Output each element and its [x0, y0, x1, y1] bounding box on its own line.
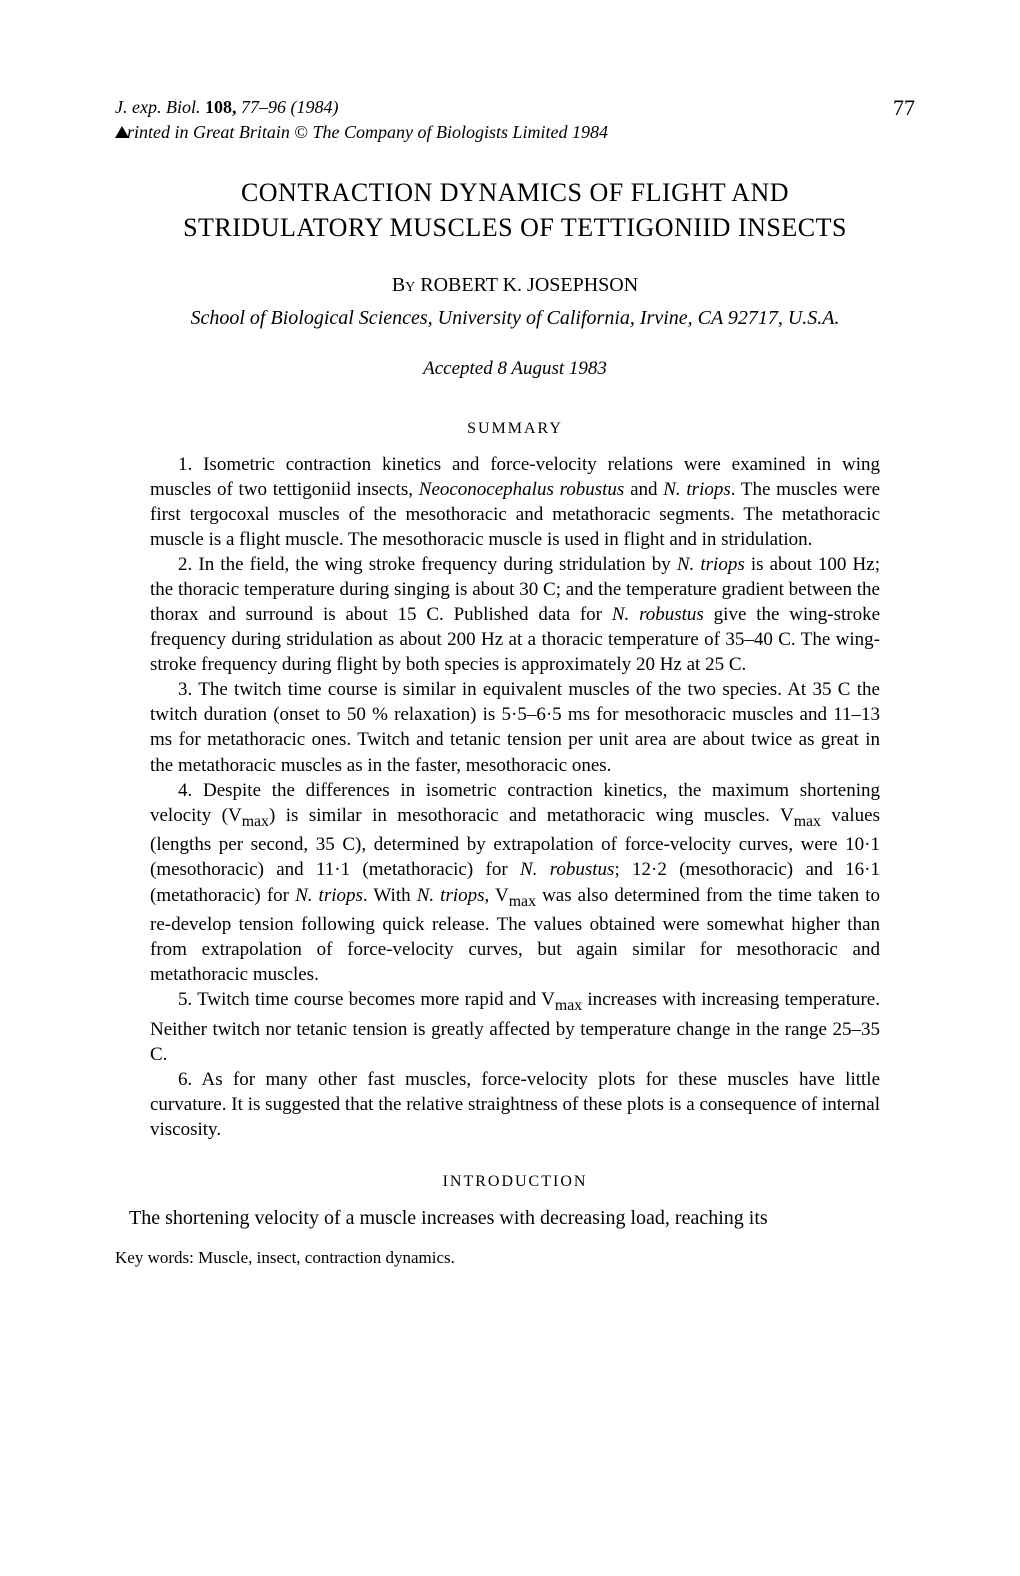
journal-ref-line1-suffix: 77–96 (1984)	[236, 97, 338, 117]
copyright-symbol: ©	[294, 122, 308, 142]
journal-ref-vol: 108,	[200, 97, 236, 117]
summary-item-6: 6. As for many other fast muscles, force…	[150, 1067, 880, 1142]
summary-item-1: 1. Isometric contraction kinetics and fo…	[150, 452, 880, 552]
summary-item-4: 4. Despite the differences in isometric …	[150, 778, 880, 988]
keywords: Key words: Muscle, insect, contraction d…	[115, 1248, 915, 1268]
introduction-heading: INTRODUCTION	[115, 1173, 915, 1191]
journal-reference: J. exp. Biol. 108, 77–96 (1984) rinted i…	[115, 95, 608, 145]
byline: By ROBERT K. JOSEPHSON	[115, 274, 915, 297]
summary-block: 1. Isometric contraction kinetics and fo…	[150, 452, 880, 1143]
byline-by: By	[392, 274, 415, 296]
page-header: J. exp. Biol. 108, 77–96 (1984) rinted i…	[115, 95, 915, 145]
article-title: CONTRACTION DYNAMICS OF FLIGHT AND STRID…	[175, 175, 855, 245]
journal-ref-line2-prefix: rinted in Great Britain	[127, 122, 294, 142]
summary-item-3: 3. The twitch time course is similar in …	[150, 677, 880, 777]
author-name: ROBERT K. JOSEPHSON	[415, 274, 638, 296]
journal-ref-line1-prefix: J. exp. Biol.	[115, 97, 200, 117]
affiliation: School of Biological Sciences, Universit…	[115, 305, 915, 332]
introduction-text: The shortening velocity of a muscle incr…	[115, 1205, 915, 1232]
summary-item-5: 5. Twitch time course becomes more rapid…	[150, 987, 880, 1067]
page-number: 77	[893, 95, 915, 121]
accepted-date: Accepted 8 August 1983	[115, 358, 915, 380]
summary-heading: SUMMARY	[115, 420, 915, 438]
journal-ref-line2-suffix: The Company of Biologists Limited 1984	[308, 122, 608, 142]
summary-item-2: 2. In the field, the wing stroke frequen…	[150, 552, 880, 677]
